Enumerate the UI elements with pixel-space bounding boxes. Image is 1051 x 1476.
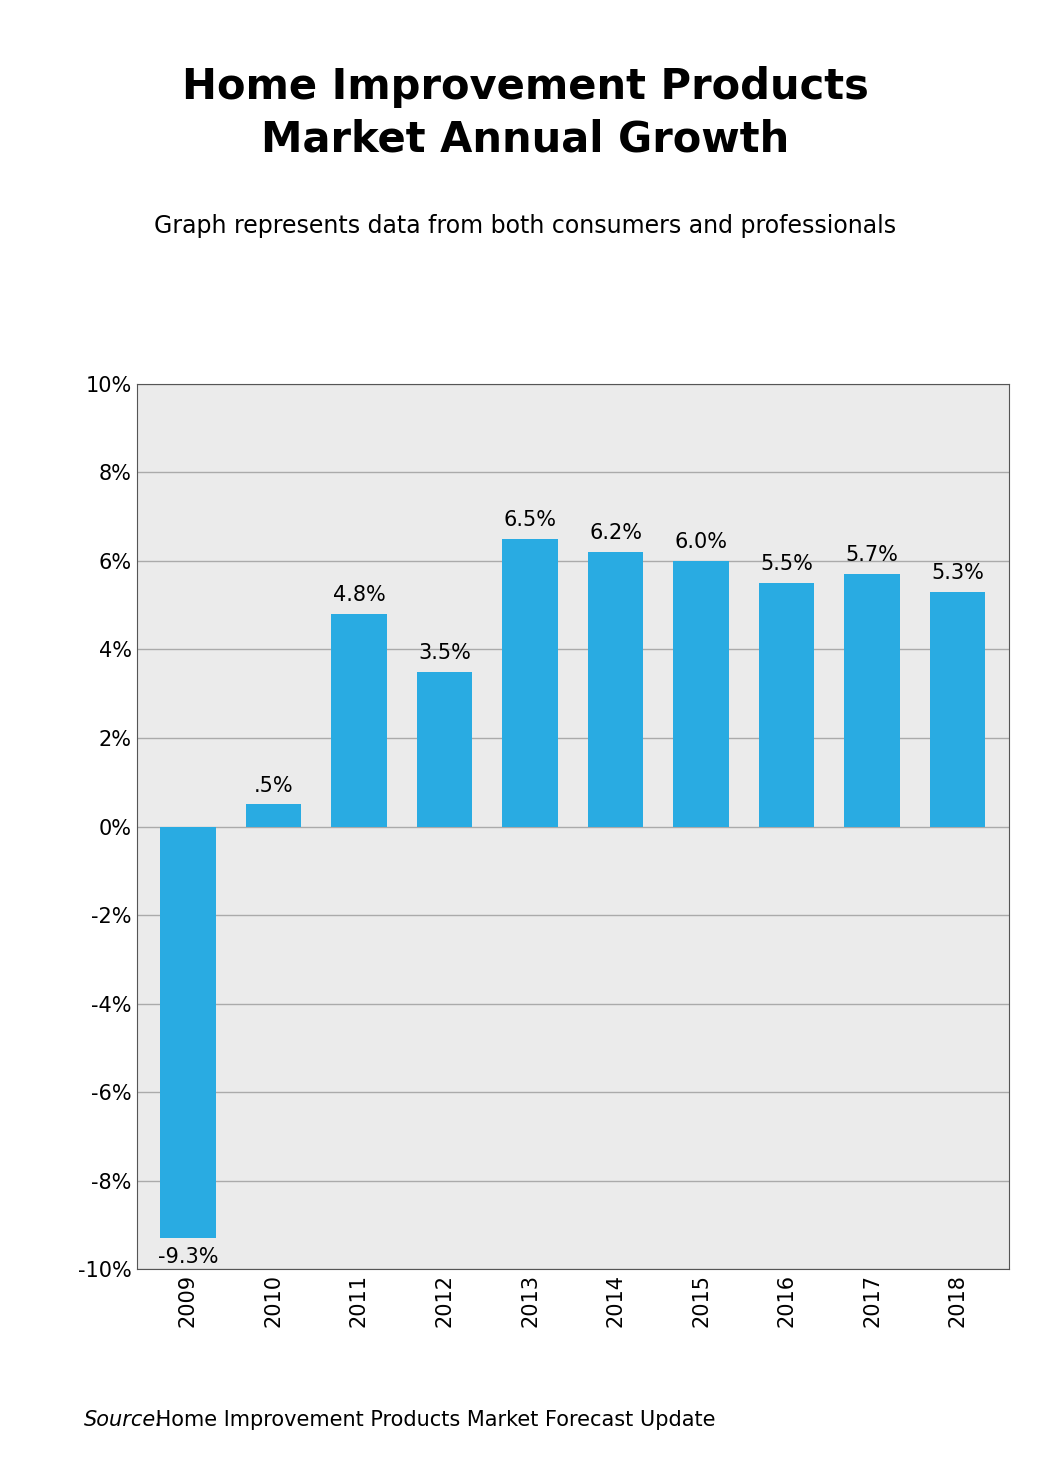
Text: 5.5%: 5.5%: [760, 554, 813, 574]
Bar: [759, 583, 815, 827]
Text: -9.3%: -9.3%: [158, 1247, 219, 1268]
Text: Graph represents data from both consumers and professionals: Graph represents data from both consumer…: [154, 214, 897, 238]
Bar: [502, 539, 558, 827]
Text: .5%: .5%: [253, 775, 293, 796]
Bar: [331, 614, 387, 827]
Text: Source:: Source:: [84, 1410, 163, 1430]
Text: 6.5%: 6.5%: [503, 509, 557, 530]
Text: 4.8%: 4.8%: [332, 584, 386, 605]
Text: 6.2%: 6.2%: [589, 523, 642, 543]
Text: 3.5%: 3.5%: [418, 642, 471, 663]
Text: Home Improvement Products Market Forecast Update: Home Improvement Products Market Forecas…: [149, 1410, 716, 1430]
Bar: [416, 672, 472, 827]
Bar: [844, 574, 900, 827]
Bar: [160, 827, 215, 1238]
Text: 6.0%: 6.0%: [675, 531, 727, 552]
Bar: [588, 552, 643, 827]
Bar: [930, 592, 986, 827]
Text: 5.3%: 5.3%: [931, 562, 984, 583]
Text: 5.7%: 5.7%: [846, 545, 899, 565]
Text: Home Improvement Products
Market Annual Growth: Home Improvement Products Market Annual …: [182, 66, 869, 161]
Bar: [674, 561, 729, 827]
Bar: [246, 804, 302, 827]
